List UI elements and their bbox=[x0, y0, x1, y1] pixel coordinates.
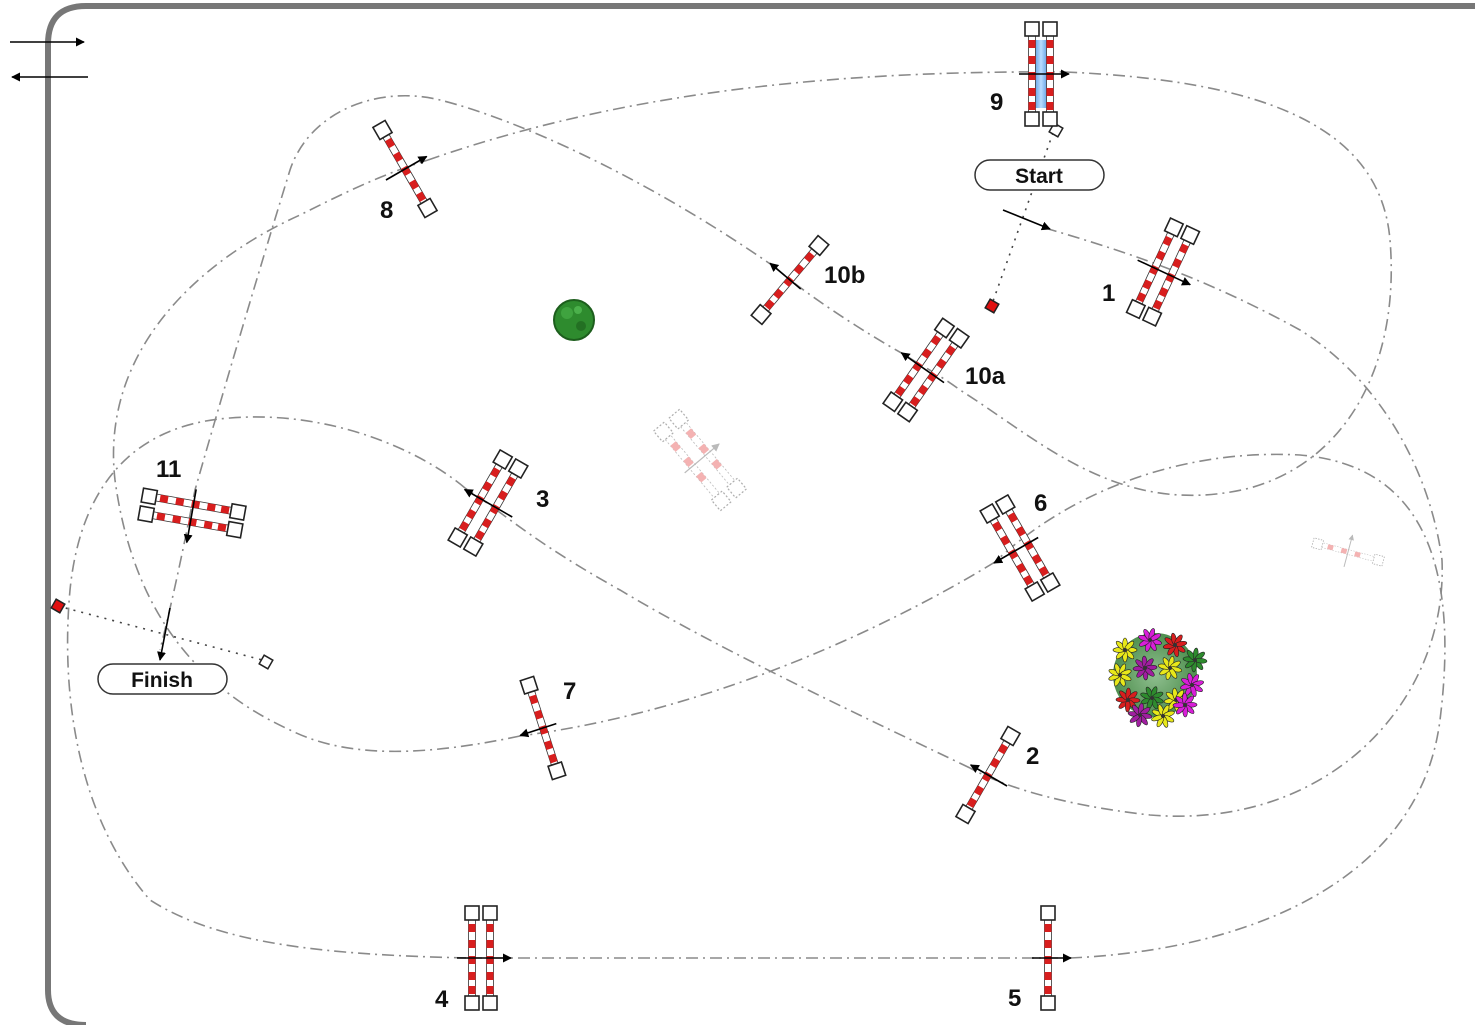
jump-3 bbox=[447, 449, 529, 557]
jump-8 bbox=[372, 119, 438, 219]
flower-bed-icon bbox=[1108, 628, 1208, 728]
flower bbox=[1108, 663, 1132, 687]
jump-number: 8 bbox=[380, 197, 393, 224]
jump-1 bbox=[1125, 217, 1201, 327]
jump-5 bbox=[1032, 905, 1072, 1011]
start-marker-red bbox=[984, 298, 1000, 314]
jump-number: 2 bbox=[1026, 743, 1039, 770]
jump-number: 7 bbox=[563, 678, 576, 705]
jump-4 bbox=[457, 905, 512, 1011]
ghost-jump-right bbox=[1311, 534, 1385, 568]
ghost-jump-left bbox=[652, 408, 748, 512]
start-finish-lines bbox=[57, 132, 1054, 662]
finish-marker-red bbox=[50, 598, 66, 614]
finish-marker-white bbox=[258, 654, 274, 670]
jump-10b bbox=[750, 234, 830, 326]
start-label: Start bbox=[974, 159, 1105, 191]
svg-text:Start: Start bbox=[1015, 165, 1063, 188]
jump-number: 4 bbox=[435, 986, 449, 1013]
jump-2 bbox=[955, 725, 1021, 825]
jump-number: 10b bbox=[824, 262, 865, 289]
jump-number: 6 bbox=[1034, 490, 1047, 517]
flower bbox=[1151, 704, 1175, 728]
jump-11 bbox=[137, 487, 247, 544]
start-arrow bbox=[1002, 209, 1051, 231]
jump-6 bbox=[979, 494, 1061, 602]
flower bbox=[1162, 632, 1188, 658]
flower bbox=[1112, 637, 1138, 663]
finish-label: Finish bbox=[97, 663, 228, 695]
course-path bbox=[66, 71, 1446, 959]
finish-arrow bbox=[157, 607, 171, 661]
flower bbox=[1132, 655, 1158, 681]
flower bbox=[1172, 692, 1198, 718]
flower bbox=[1182, 647, 1208, 673]
jump-numbers: 1 2 3 4 5 6 7 8 9 10a 10b 11 bbox=[156, 89, 1115, 1013]
jump-10a bbox=[882, 317, 970, 423]
jump-number: 3 bbox=[536, 486, 549, 513]
flower bbox=[1127, 702, 1153, 728]
jump-9-water bbox=[1019, 21, 1070, 127]
flower bbox=[1157, 655, 1183, 681]
jump-number: 5 bbox=[1008, 985, 1021, 1012]
jump-number: 11 bbox=[156, 456, 181, 483]
tree-icon bbox=[553, 299, 595, 341]
flower bbox=[1140, 686, 1164, 710]
arena-border bbox=[45, 3, 1475, 1025]
direction-arrows-icon bbox=[10, 37, 88, 82]
jump-number: 1 bbox=[1102, 280, 1115, 307]
jump-7 bbox=[519, 675, 567, 781]
jump-number: 10a bbox=[965, 363, 1006, 390]
svg-text:Finish: Finish bbox=[131, 669, 193, 692]
flower bbox=[1138, 628, 1162, 652]
flower bbox=[1180, 673, 1204, 697]
jump-number: 9 bbox=[990, 89, 1003, 116]
